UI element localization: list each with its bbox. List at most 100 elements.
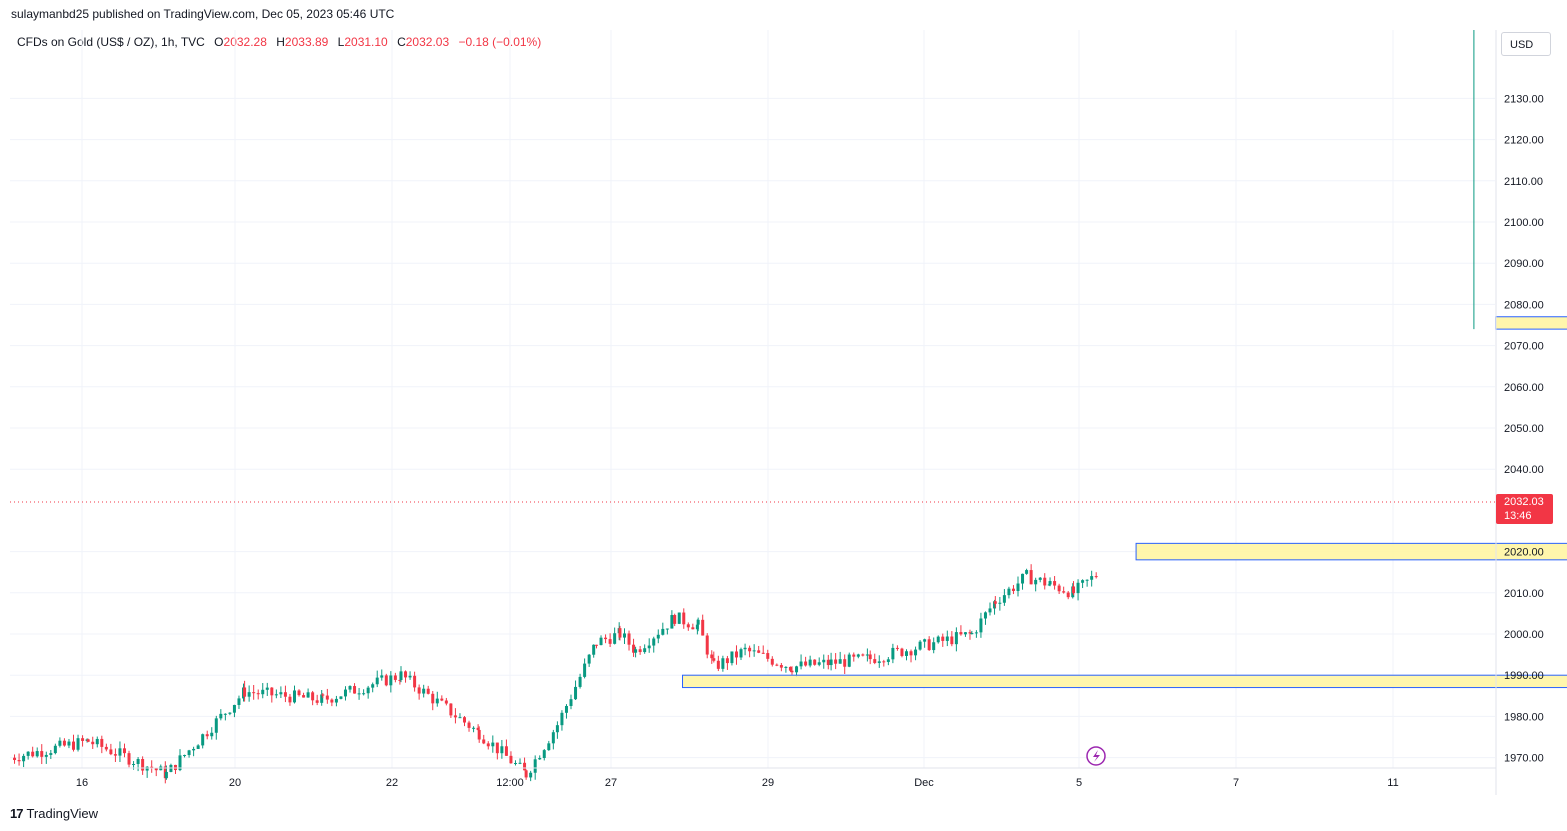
candle-body (482, 739, 486, 744)
candle-body (315, 700, 319, 703)
candle-body (279, 692, 283, 695)
candle-body (122, 748, 126, 754)
candle-body (330, 699, 334, 703)
candle-body (1021, 573, 1025, 584)
candle-body (297, 690, 301, 696)
tradingview-mark-icon: 17 (10, 806, 24, 821)
close-label: C (397, 35, 406, 49)
candle-body (599, 637, 603, 646)
candle-body (574, 686, 578, 700)
price-tick-label: 2120.00 (1504, 135, 1544, 147)
candle-body (306, 692, 310, 698)
time-tick-label: 27 (605, 777, 617, 789)
candle-body (408, 675, 412, 678)
candle-body (371, 684, 375, 688)
candle-body (524, 770, 528, 778)
candle-body (909, 651, 913, 656)
candle-body (686, 624, 690, 628)
candle-body (734, 651, 738, 658)
candle-body (1072, 586, 1076, 594)
candle-body (826, 659, 830, 666)
candle-body (91, 741, 95, 745)
candle-body (627, 633, 631, 645)
candle-body (564, 705, 568, 713)
price-tick-label: 1980.00 (1504, 711, 1544, 723)
candle-body (339, 696, 343, 699)
zones-layer (682, 316, 1567, 689)
currency-selector[interactable]: USD (1501, 32, 1551, 56)
candle-body (670, 615, 674, 629)
price-tick-label: 2110.00 (1504, 176, 1543, 188)
candle-body (192, 748, 196, 751)
candle-body (183, 755, 187, 757)
candle-body (58, 740, 62, 746)
candle-body (81, 738, 85, 741)
candle-body (261, 689, 265, 695)
candle-body (334, 698, 338, 703)
time-tick-label: 5 (1076, 777, 1082, 789)
candle-body (67, 741, 71, 746)
candle-body (283, 692, 287, 697)
candle-body (399, 671, 403, 681)
price-tick-label: 1970.00 (1504, 753, 1544, 765)
last-price-value: 2032.03 (1504, 496, 1544, 508)
tradingview-logo[interactable]: 17 TradingView (10, 806, 98, 821)
candle-body (829, 659, 833, 666)
candles-layer (13, 30, 1475, 784)
candle-body (320, 694, 324, 703)
symbol-name[interactable]: CFDs on Gold (US$ / OZ), 1h, TVC (17, 35, 205, 49)
high-value: 2033.89 (284, 35, 329, 49)
candle-body (1029, 570, 1033, 585)
candle-body (695, 624, 699, 630)
time-tick-label: Dec (914, 777, 934, 789)
candle-body (1094, 576, 1098, 578)
candle-body (542, 750, 546, 758)
candle-body (413, 675, 417, 688)
candle-body (380, 675, 384, 678)
candle-body (932, 642, 936, 651)
time-tick-label: 16 (76, 777, 88, 789)
candle-body (210, 732, 214, 737)
time-axis: 16 20 22 12:00 27 29 Dec 5 7 11 (76, 777, 1399, 789)
candle-body (118, 748, 122, 756)
candle-body (538, 757, 542, 760)
candle-body (979, 618, 983, 633)
candle-body (127, 753, 131, 765)
candle-body (1076, 582, 1080, 594)
candle-body (431, 693, 435, 704)
candle-body (491, 742, 495, 747)
low-label: L (337, 35, 345, 49)
candle-body (265, 687, 269, 690)
brand-name: TradingView (26, 806, 99, 821)
candle-body (100, 738, 104, 747)
candle-body (393, 675, 397, 680)
candle-body (53, 745, 57, 754)
candle-body (877, 661, 881, 663)
candle-body (784, 666, 788, 668)
price-tick-label: 2040.00 (1504, 464, 1544, 476)
candle-body (918, 641, 922, 650)
candle-body (247, 692, 251, 697)
candle-body (963, 632, 967, 635)
candle-body (1016, 583, 1020, 592)
candle-body (1090, 576, 1094, 580)
lightning-icon[interactable] (1086, 746, 1106, 766)
candle-body (375, 677, 379, 685)
candle-body (500, 746, 504, 754)
candle-body (1053, 581, 1057, 586)
candle-body (578, 676, 582, 687)
publisher-line: sulaymanbd25 published on TradingView.co… (11, 7, 395, 21)
candle-body (449, 703, 453, 716)
candle-body (622, 633, 626, 638)
time-tick-label: 7 (1233, 777, 1239, 789)
candle-body (705, 635, 709, 655)
candle-body (164, 771, 168, 779)
time-tick-label: 22 (386, 777, 398, 789)
candle-body (696, 619, 700, 625)
candle-body (1066, 592, 1070, 598)
candle-body (1085, 579, 1089, 581)
candle-body (384, 675, 388, 686)
candle-body (941, 636, 945, 641)
change-value: −0.18 (−0.01%) (458, 35, 542, 49)
